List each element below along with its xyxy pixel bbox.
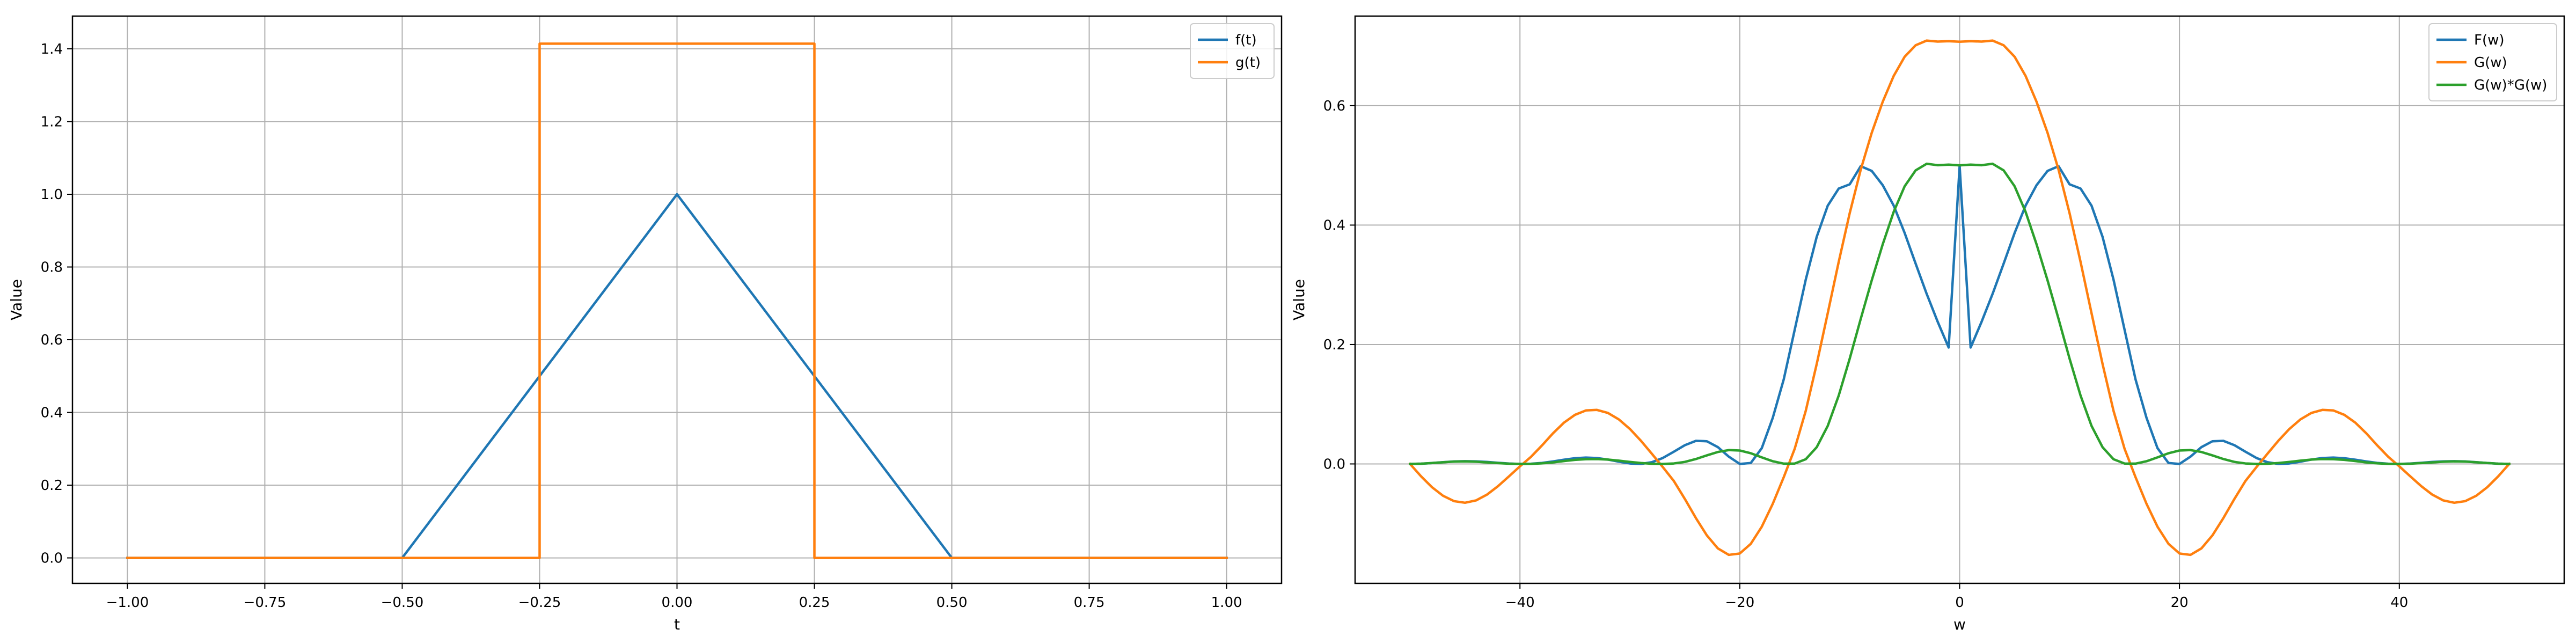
series-line-G(w)*G(w) <box>1409 162 2511 465</box>
y-tick-label: 0.4 <box>1323 217 1345 233</box>
y-tick-label: 1.0 <box>41 187 63 203</box>
y-tick-label: 1.4 <box>41 41 63 57</box>
y-tick-label: 0.0 <box>1323 456 1345 472</box>
y-tick-label: 0.8 <box>41 260 63 276</box>
series-line-G(w) <box>1408 39 2511 557</box>
x-tick-label: −0.75 <box>244 595 287 611</box>
legend-label: g(t) <box>1235 55 1261 71</box>
y-tick-label: 1.2 <box>41 114 63 130</box>
x-tick-label: 0.00 <box>662 595 693 611</box>
x-axis-label: w <box>1953 616 1966 633</box>
y-tick-label: 0.0 <box>41 551 63 567</box>
x-tick-label: 0.75 <box>1074 595 1105 611</box>
series-line-g(t) <box>126 42 1228 559</box>
x-tick-label: 1.00 <box>1211 595 1242 611</box>
y-tick-label: 0.6 <box>1323 98 1345 114</box>
chart-panel-2: −40 −20 0 20 40 0.0 0.2 0.4 0.6 w Value F(w) G(w) G(w… <box>1290 15 2565 633</box>
x-tick-label: −0.25 <box>518 595 561 611</box>
y-tick-label: 0.2 <box>41 478 63 494</box>
x-tick-label: 0.25 <box>799 595 830 611</box>
x-tick-label: −20 <box>1725 595 1754 611</box>
y-tick-label: 0.6 <box>41 332 63 348</box>
x-tick-label: −40 <box>1505 595 1535 611</box>
y-axis-label: Value <box>1290 279 1308 320</box>
legend-label: F(w) <box>2474 32 2505 48</box>
legend-label: G(w) <box>2474 55 2507 71</box>
chart-panel-1: −1.00 −0.75 −0.50 −0.25 0.00 0.25 0.50 0.75 1.00… <box>8 15 1283 633</box>
legend-box <box>1190 23 1275 79</box>
y-tick-label: 0.4 <box>41 405 63 421</box>
legend-label: G(w)*G(w) <box>2474 77 2547 93</box>
legend-box <box>2428 23 2557 101</box>
legend: F(w) G(w) G(w)*G(w) <box>2428 23 2557 101</box>
legend: f(t) g(t) <box>1190 23 1275 79</box>
x-tick-label: 40 <box>2390 595 2408 611</box>
x-tick-label: −1.00 <box>106 595 149 611</box>
x-tick-label: −0.50 <box>381 595 424 611</box>
x-tick-label: 0.50 <box>936 595 968 611</box>
x-axis-label: t <box>674 616 680 633</box>
x-tick-label: 0 <box>1955 595 1964 611</box>
x-tick-label: 20 <box>2171 595 2189 611</box>
legend-label: f(t) <box>1235 32 1257 48</box>
y-axis-label: Value <box>8 279 25 320</box>
y-tick-label: 0.2 <box>1323 337 1345 353</box>
